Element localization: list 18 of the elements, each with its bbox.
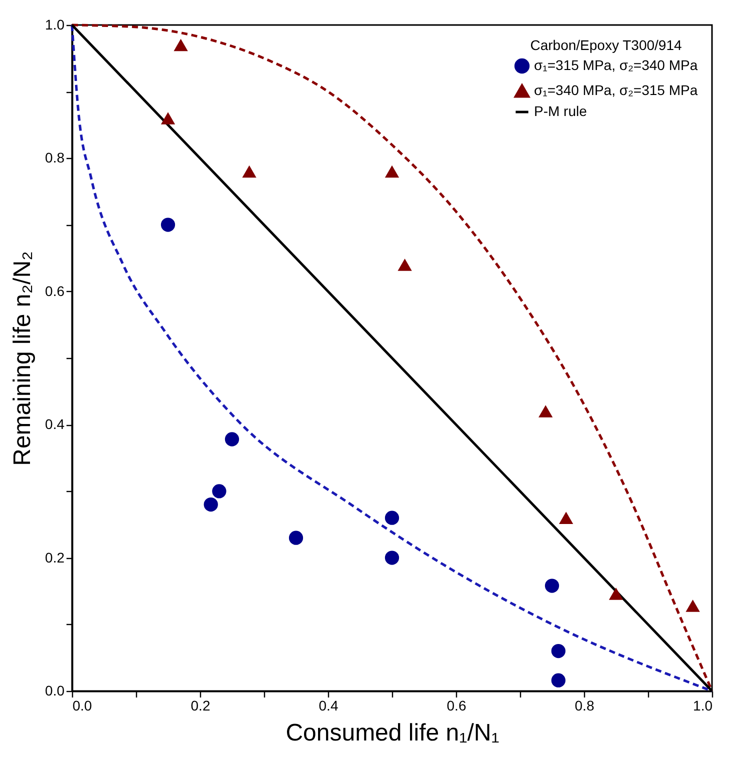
legend-label: P-M rule (534, 103, 588, 119)
x-tick-label: 0.4 (318, 698, 338, 714)
y-axis-title: Remaining life n₂/N₂ (9, 251, 36, 466)
x-tick-label: 0.6 (446, 698, 466, 714)
y-tick-label: 0.2 (45, 549, 65, 566)
x-tick-label: 0.2 (190, 698, 210, 714)
legend-title: Carbon/Epoxy T300/914 (530, 37, 682, 53)
x-tick-label: 0.8 (574, 698, 594, 714)
legend-label: σ₁=340 MPa, σ₂=315 MPa (534, 82, 698, 98)
x-tick-label: 1.0 (693, 698, 713, 714)
y-tick-label: 0.6 (45, 282, 65, 299)
x-axis-title: Consumed life n₁/N₁ (286, 720, 500, 746)
y-tick-label: 0.0 (45, 682, 65, 698)
y-tick-label: 0.4 (45, 416, 65, 432)
y-tick-label: 1.0 (45, 16, 65, 32)
x-tick-label: 0.0 (72, 698, 92, 714)
y-tick-label: 0.8 (45, 150, 65, 166)
legend-label: σ₁=315 MPa, σ₂=340 MPa (534, 57, 698, 73)
